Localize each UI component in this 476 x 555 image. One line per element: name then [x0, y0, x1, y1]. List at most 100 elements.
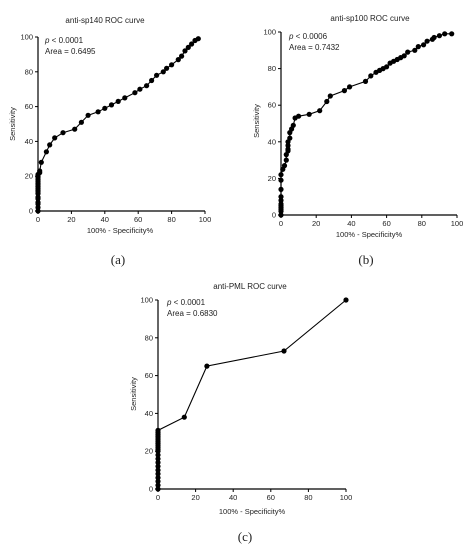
roc-point [431, 34, 437, 41]
roc-point [85, 112, 91, 118]
y-axis-title: Sensitivity [129, 377, 138, 411]
roc-point [343, 297, 349, 303]
roc-point [149, 77, 155, 84]
roc-point [115, 98, 121, 104]
roc-point [169, 62, 175, 68]
roc-point [52, 135, 58, 141]
y-tick-label: 60 [145, 371, 153, 380]
roc-point [155, 467, 161, 473]
roc-point [283, 157, 289, 163]
roc-point [327, 93, 333, 99]
y-tick-label: 40 [145, 409, 153, 418]
roc-point [181, 414, 187, 420]
roc-point [132, 90, 138, 96]
y-tick-label: 80 [145, 333, 153, 342]
roc-point [412, 47, 418, 53]
y-tick-label: 20 [268, 174, 276, 183]
roc-point [155, 459, 161, 466]
roc-point [341, 88, 347, 94]
x-tick-label: 40 [101, 215, 109, 224]
p-value-annotation: p < 0.0006 [288, 32, 328, 41]
roc-point [108, 102, 115, 108]
plot-area: 0 20 40 60 80 100 0 20 40 60 80 100 [140, 296, 352, 503]
roc-curve-line [157, 299, 347, 489]
area-annotation: Area = 0.6830 [167, 309, 218, 318]
x-tick-label: 80 [304, 493, 312, 502]
x-tick-label: 60 [134, 215, 142, 224]
panel-label: (c) [238, 529, 252, 544]
x-tick-label: 100 [199, 215, 212, 224]
roc-point [155, 456, 161, 462]
y-tick-label: 100 [140, 296, 153, 305]
x-tick-label: 40 [229, 493, 237, 502]
roc-point [278, 186, 284, 192]
x-tick-label: 0 [279, 219, 283, 228]
x-tick-label: 0 [156, 493, 160, 502]
panel-label: (b) [358, 252, 373, 267]
x-axis-title: 100% - Specificity% [87, 226, 154, 235]
roc-point [368, 73, 374, 79]
roc-point [122, 95, 128, 101]
x-tick-label: 20 [67, 215, 75, 224]
area-annotation: Area = 0.6495 [45, 47, 96, 56]
chart-title: anti-sp100 ROC curve [330, 14, 410, 23]
p-value-annotation: p < 0.0001 [44, 36, 84, 45]
roc-point [43, 149, 50, 155]
roc-point [155, 482, 161, 488]
roc-point [72, 126, 78, 132]
roc-point [95, 109, 101, 115]
roc-point [155, 478, 161, 484]
x-tick-label: 100 [451, 219, 464, 228]
roc-point [285, 142, 291, 149]
y-tick-label: 60 [268, 101, 276, 110]
y-tick-label: 40 [268, 137, 276, 146]
roc-point [317, 108, 323, 114]
roc-point [401, 53, 407, 59]
roc-point [424, 38, 430, 44]
y-tick-label: 0 [272, 211, 276, 220]
roc-point [281, 348, 287, 354]
chart-title: anti-sp140 ROC curve [65, 16, 145, 25]
roc-point [137, 86, 143, 92]
y-axis-title: Sensitivity [252, 104, 261, 138]
panel-label: (a) [111, 252, 125, 267]
roc-point [179, 53, 185, 59]
roc-point [182, 48, 188, 54]
x-tick-label: 80 [418, 219, 426, 228]
y-tick-label: 20 [145, 447, 153, 456]
y-tick-label: 60 [25, 102, 33, 111]
y-tick-label: 20 [25, 172, 33, 181]
roc-curve-line [280, 33, 452, 215]
roc-point [290, 122, 296, 128]
roc-point [155, 427, 161, 433]
roc-point [296, 113, 302, 119]
roc-point [102, 105, 108, 111]
roc-point [278, 197, 284, 203]
x-tick-label: 40 [347, 219, 355, 228]
roc-point [415, 44, 421, 50]
roc-point [287, 135, 293, 141]
roc-point [278, 201, 284, 207]
roc-point [189, 41, 195, 47]
roc-point [278, 194, 284, 200]
roc-point [306, 111, 312, 117]
roc-point [384, 64, 390, 70]
roc-point [347, 84, 353, 90]
roc-point [175, 57, 181, 63]
x-tick-label: 20 [312, 219, 320, 228]
x-axis-title: 100% - Specificity% [219, 507, 286, 516]
roc-point [281, 163, 288, 169]
roc-point [155, 471, 161, 477]
y-tick-label: 80 [268, 64, 276, 73]
roc-point [204, 363, 210, 369]
roc-point [449, 31, 455, 37]
roc-chart-sp100: anti-sp100 ROC curve p < 0.0006 Area = 0… [252, 14, 463, 267]
x-tick-label: 60 [267, 493, 275, 502]
x-axis-title: 100% - Specificity% [336, 230, 403, 239]
roc-point [155, 475, 161, 481]
roc-point [285, 146, 291, 152]
roc-point [47, 142, 53, 148]
plot-area: 0 20 40 60 80 100 0 20 40 60 80 100 [263, 28, 463, 229]
roc-point [78, 119, 84, 125]
roc-point [278, 212, 284, 218]
